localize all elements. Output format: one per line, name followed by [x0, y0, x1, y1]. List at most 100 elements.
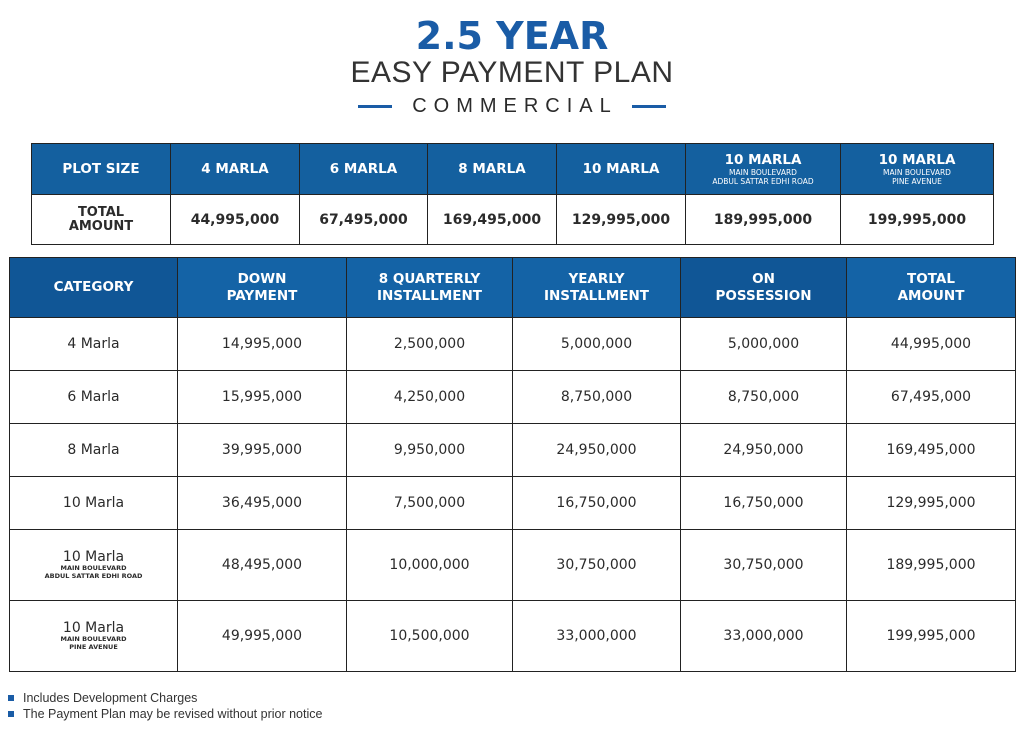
- title-block: 2.5 YEAR EASY PAYMENT PLAN COMMERCIAL: [0, 14, 1024, 118]
- col-sublabel: MAIN BOULEVARD: [883, 167, 951, 177]
- category-sublabel: MAIN BOULEVARD: [60, 635, 127, 643]
- table-row: 4 Marla 14,995,000 2,500,000 5,000,000 5…: [9, 317, 1016, 371]
- header-line: YEARLY: [568, 270, 625, 287]
- quarterly-cell: 2,500,000: [346, 317, 513, 371]
- col-label: 10 MARLA: [582, 160, 660, 177]
- header-line: CATEGORY: [53, 279, 134, 295]
- category-cell: 10 Marla MAIN BOULEVARD PINE AVENUE: [9, 600, 178, 672]
- table-row: 8 Marla 39,995,000 9,950,000 24,950,000 …: [9, 423, 1016, 477]
- header-line: 8 QUARTERLY: [378, 270, 481, 287]
- down-payment-cell: 48,495,000: [177, 529, 347, 601]
- down-payment-cell: 39,995,000: [177, 423, 347, 477]
- col-label: 10 MARLA: [878, 151, 956, 168]
- header-line: ON: [752, 270, 775, 287]
- col-label: 6 MARLA: [329, 160, 398, 177]
- summary-total-row: TOTAL AMOUNT 44,995,000 67,495,000 169,4…: [31, 194, 994, 245]
- plot-size-header: PLOT SIZE: [31, 143, 171, 195]
- total-cell: 199,995,000: [840, 194, 994, 245]
- summary-col-header: 10 MARLA MAIN BOULEVARD ADBUL SATTAR EDH…: [685, 143, 841, 195]
- header-line: INSTALLMENT: [543, 287, 650, 304]
- possession-cell: 8,750,000: [680, 370, 847, 424]
- table-row: 10 Marla 36,495,000 7,500,000 16,750,000…: [9, 476, 1016, 530]
- total-label-line2: AMOUNT: [68, 218, 134, 234]
- plan-header-row: CATEGORY DOWN PAYMENT 8 QUARTERLY INSTALLM…: [9, 257, 1016, 318]
- total-label-line1: TOTAL: [77, 204, 125, 220]
- possession-cell: 24,950,000: [680, 423, 847, 477]
- total-cell: 169,495,000: [846, 423, 1016, 477]
- category-sublabel: PINE AVENUE: [69, 642, 118, 651]
- category-tag: COMMERCIAL: [0, 94, 1024, 118]
- total-cell: 189,995,000: [846, 529, 1016, 601]
- yearly-cell: 24,950,000: [512, 423, 681, 477]
- col-label: 4 MARLA: [201, 160, 269, 177]
- footnote-text: Includes Development Charges: [23, 691, 198, 705]
- total-cell: 199,995,000: [846, 600, 1016, 672]
- category-label: 10 Marla: [62, 620, 125, 636]
- header-line: AMOUNT: [897, 287, 965, 304]
- header-line: INSTALLMENT: [376, 287, 483, 304]
- total-amount-label: TOTAL AMOUNT: [31, 194, 171, 245]
- col-label: 8 MARLA: [458, 160, 526, 177]
- category-sublabel: ABDUL SATTAR EDHI ROAD: [44, 571, 143, 580]
- category-cell: 10 Marla: [9, 476, 178, 530]
- category-cell: 10 Marla MAIN BOULEVARD ABDUL SATTAR EDH…: [9, 529, 178, 601]
- col-sublabel: ADBUL SATTAR EDHI ROAD: [712, 176, 814, 186]
- category-tag-text: COMMERCIAL: [412, 95, 618, 117]
- down-payment-header: DOWN PAYMENT: [177, 257, 347, 318]
- summary-table: PLOT SIZE 4 MARLA 6 MARLA 8 MARLA 10 MAR…: [31, 143, 994, 245]
- header-line: POSSESSION: [715, 287, 812, 304]
- total-cell: 169,495,000: [427, 194, 557, 245]
- quarterly-cell: 4,250,000: [346, 370, 513, 424]
- down-payment-cell: 14,995,000: [177, 317, 347, 371]
- table-row: 6 Marla 15,995,000 4,250,000 8,750,000 8…: [9, 370, 1016, 424]
- down-payment-cell: 49,995,000: [177, 600, 347, 672]
- yearly-cell: 8,750,000: [512, 370, 681, 424]
- summary-col-header: 4 MARLA: [170, 143, 300, 195]
- category-cell: 8 Marla: [9, 423, 178, 477]
- square-bullet-icon: [8, 711, 14, 717]
- summary-col-header: 10 MARLA MAIN BOULEVARD PINE AVENUE: [840, 143, 994, 195]
- header-line: TOTAL: [907, 270, 955, 287]
- possession-cell: 5,000,000: [680, 317, 847, 371]
- col-sublabel: MAIN BOULEVARD: [729, 167, 797, 177]
- down-payment-cell: 15,995,000: [177, 370, 347, 424]
- total-cell: 67,495,000: [299, 194, 428, 245]
- possession-cell: 16,750,000: [680, 476, 847, 530]
- yearly-cell: 5,000,000: [512, 317, 681, 371]
- summary-col-header: 10 MARLA: [556, 143, 686, 195]
- total-cell: 129,995,000: [556, 194, 686, 245]
- on-possession-header: ON POSSESSION: [680, 257, 847, 318]
- category-cell: 6 Marla: [9, 370, 178, 424]
- possession-cell: 33,000,000: [680, 600, 847, 672]
- quarterly-cell: 7,500,000: [346, 476, 513, 530]
- yearly-installment-header: YEARLY INSTALLMENT: [512, 257, 681, 318]
- quarterly-installment-header: 8 QUARTERLY INSTALLMENT: [346, 257, 513, 318]
- divider-left: [358, 104, 393, 108]
- quarterly-cell: 10,500,000: [346, 600, 513, 672]
- footnotes: Includes Development Charges The Payment…: [8, 690, 322, 722]
- page-title: 2.5 YEAR: [415, 14, 609, 58]
- summary-col-header: 6 MARLA: [299, 143, 428, 195]
- down-payment-cell: 36,495,000: [177, 476, 347, 530]
- category-header: CATEGORY: [9, 257, 178, 318]
- summary-col-header: 8 MARLA: [427, 143, 557, 195]
- total-cell: 44,995,000: [846, 317, 1016, 371]
- header-line: DOWN: [237, 270, 287, 287]
- table-row: 10 Marla MAIN BOULEVARD ABDUL SATTAR EDH…: [9, 529, 1016, 601]
- possession-cell: 30,750,000: [680, 529, 847, 601]
- quarterly-cell: 9,950,000: [346, 423, 513, 477]
- total-cell: 67,495,000: [846, 370, 1016, 424]
- page-subtitle: EASY PAYMENT PLAN: [350, 56, 674, 89]
- col-sublabel: PINE AVENUE: [892, 176, 942, 186]
- yearly-cell: 33,000,000: [512, 600, 681, 672]
- footnote-item: Includes Development Charges: [8, 690, 322, 706]
- yearly-cell: 16,750,000: [512, 476, 681, 530]
- payment-plan-table: CATEGORY DOWN PAYMENT 8 QUARTERLY INSTALLM…: [9, 257, 1016, 672]
- yearly-cell: 30,750,000: [512, 529, 681, 601]
- quarterly-cell: 10,000,000: [346, 529, 513, 601]
- header-line: PAYMENT: [226, 287, 298, 304]
- footnote-text: The Payment Plan may be revised without …: [23, 707, 323, 721]
- summary-header-row: PLOT SIZE 4 MARLA 6 MARLA 8 MARLA 10 MAR…: [31, 143, 994, 195]
- table-row: 10 Marla MAIN BOULEVARD PINE AVENUE 49,9…: [9, 600, 1016, 672]
- total-cell: 129,995,000: [846, 476, 1016, 530]
